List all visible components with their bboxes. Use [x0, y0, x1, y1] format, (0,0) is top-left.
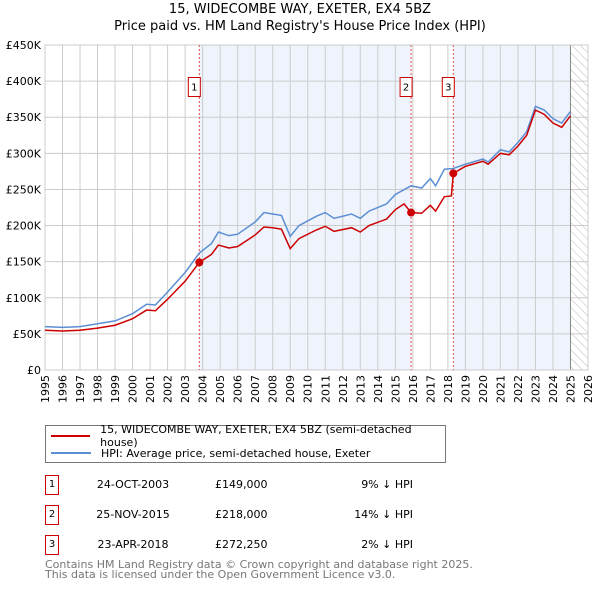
sale-label-box: [441, 77, 455, 97]
plot-border: [44, 44, 589, 371]
sale-point: [407, 208, 416, 217]
x-tick-label: 2013: [354, 375, 367, 403]
y-tick-label: £100K: [6, 292, 42, 305]
y-tick-label: £450K: [6, 39, 42, 52]
x-tick-label: 2002: [162, 375, 175, 403]
sale-marker-box: 2: [45, 505, 59, 525]
x-tick-label: 2001: [144, 375, 157, 403]
x-tick-label: 2015: [389, 375, 402, 403]
x-tick-label: 2007: [249, 375, 262, 403]
x-tick-label: 2026: [582, 375, 595, 403]
y-tick-label: £350K: [6, 111, 42, 124]
sale-label-box: [187, 77, 201, 97]
x-tick-label: 2019: [459, 375, 472, 403]
x-tick-label: 2012: [337, 375, 350, 403]
legend-item-hpi: HPI: Average price, semi-detached house,…: [46, 445, 370, 461]
x-tick-label: 2023: [529, 375, 542, 403]
sale-marker-box: 3: [45, 535, 59, 555]
x-tick-label: 2016: [407, 375, 420, 403]
y-tick-label: £0: [27, 364, 41, 377]
legend-item-property: 15, WIDECOMBE WAY, EXETER, EX4 5BZ (semi…: [46, 423, 445, 449]
x-tick-label: 2018: [442, 375, 455, 403]
sale-date: 23-APR-2018: [97, 538, 169, 551]
sale-hpi-diff: 14% ↓ HPI: [354, 508, 413, 521]
x-tick-label: 2011: [319, 375, 332, 403]
x-tick-label: 2009: [284, 375, 297, 403]
sale-point: [195, 258, 204, 267]
footer-line: Contains HM Land Registry data © Crown c…: [45, 558, 473, 571]
y-tick-label: £300K: [6, 147, 42, 160]
x-tick-label: 2000: [127, 375, 140, 403]
sale-date: 25-NOV-2015: [96, 508, 170, 521]
sale-label: 2: [403, 83, 409, 94]
x-tick-label: 2020: [477, 375, 490, 403]
x-tick-label: 1996: [57, 375, 70, 403]
x-tick-label: 2003: [179, 375, 192, 403]
x-tick-label: 2021: [494, 375, 507, 403]
x-tick-label: 2006: [232, 375, 245, 403]
hpi-line: [44, 105, 572, 329]
y-tick-label: £250K: [6, 183, 42, 196]
legend-label: HPI: Average price, semi-detached house,…: [101, 446, 371, 460]
sale-price: £272,250: [215, 538, 268, 551]
price-paid-line: [44, 108, 572, 332]
sale-marker-box: 1: [45, 475, 59, 495]
footer: Contains HM Land Registry data © Crown c…: [45, 558, 473, 581]
sale-price: £149,000: [215, 478, 268, 491]
sale-hpi-diff: 2% ↓ HPI: [361, 538, 413, 551]
legend-swatch-blue: [51, 452, 91, 454]
sale-price: £218,000: [215, 508, 268, 521]
x-tick-label: 2014: [372, 375, 385, 403]
legend: 15, WIDECOMBE WAY, EXETER, EX4 5BZ (semi…: [45, 423, 446, 463]
x-tick-label: 2008: [267, 375, 280, 403]
sale-hpi-diff: 9% ↓ HPI: [361, 478, 413, 491]
chart-subtitle: Price paid vs. HM Land Registry's House …: [114, 19, 486, 34]
sale-label: 1: [191, 83, 197, 94]
footer-line: This data is licensed under the Open Gov…: [45, 568, 396, 581]
sale-point: [449, 169, 458, 178]
x-tick-label: 1999: [109, 375, 122, 403]
plot-area: 1995 1996 1997 1998 1999 2000 2001 2002 2003 2004…: [6, 39, 595, 403]
x-tick-label: 2004: [197, 375, 210, 403]
x-tick-label: 1995: [39, 375, 52, 403]
sale-label-box: [399, 77, 413, 97]
sale-row: 3 23-APR-2018 £272,250 2% ↓ HPI: [45, 535, 465, 555]
ownership-shade: [453, 45, 571, 370]
legend-label: 15, WIDECOMBE WAY, EXETER, EX4 5BZ (semi…: [100, 423, 412, 449]
x-tick-label: 2017: [424, 375, 437, 403]
ownership-shade: [199, 45, 412, 370]
x-tick-label: 1998: [92, 375, 105, 403]
x-tick-label: 2025: [564, 375, 577, 403]
y-tick-label: £150K: [6, 256, 42, 269]
x-tick-label: 2022: [512, 375, 525, 403]
y-tick-label: £50K: [13, 328, 42, 341]
sale-date: 24-OCT-2003: [96, 478, 170, 491]
x-tick-label: 1997: [74, 375, 87, 403]
sale-row: 1 24-OCT-2003 £149,000 9% ↓ HPI: [45, 475, 465, 495]
y-tick-label: £200K: [6, 220, 42, 233]
forecast-hatch: [570, 45, 588, 370]
sale-label: 3: [445, 83, 451, 94]
sale-row: 2 25-NOV-2015 £218,000 14% ↓ HPI: [45, 505, 465, 525]
y-tick-label: £400K: [6, 75, 42, 88]
x-tick-label: 2005: [214, 375, 227, 403]
legend-swatch-red: [51, 435, 91, 437]
chart-title: 15, WIDECOMBE WAY, EXETER, EX4 5BZ: [168, 2, 432, 17]
x-tick-label: 2010: [302, 375, 315, 403]
x-tick-label: 2024: [547, 375, 560, 403]
